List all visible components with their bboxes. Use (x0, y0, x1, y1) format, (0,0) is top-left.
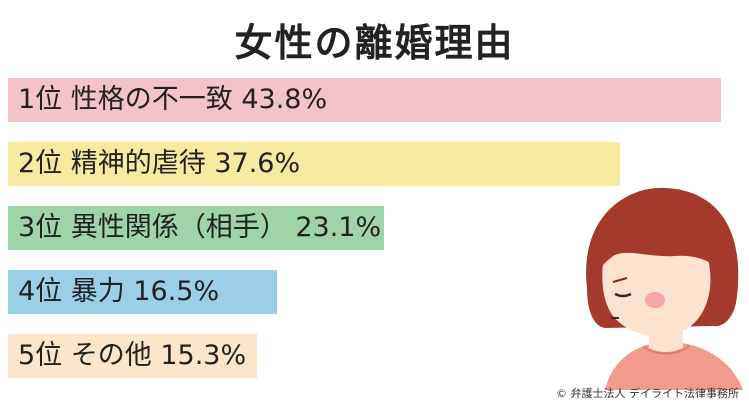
bar-label-4: 4位 暴力 16.5% (18, 276, 220, 307)
bar-3 (8, 206, 384, 250)
bar-label-2: 2位 精神的虐待 37.6% (18, 148, 301, 179)
bar-5 (8, 334, 257, 378)
bar-label-1: 1位 性格の不一致 43.8% (18, 84, 328, 115)
bar-1 (8, 78, 721, 122)
bar-4 (8, 270, 277, 314)
page-title: 女性の離婚理由 (234, 21, 515, 65)
bar-2 (8, 142, 620, 186)
worried-woman-icon (586, 187, 743, 390)
bar-label-5: 5位 その他 15.3% (18, 340, 247, 371)
bar-label-3: 3位 異性関係（相手） 23.1% (18, 212, 382, 243)
copyright-credit: © 弁護士法人 デイライト法律事務所 (556, 387, 739, 400)
